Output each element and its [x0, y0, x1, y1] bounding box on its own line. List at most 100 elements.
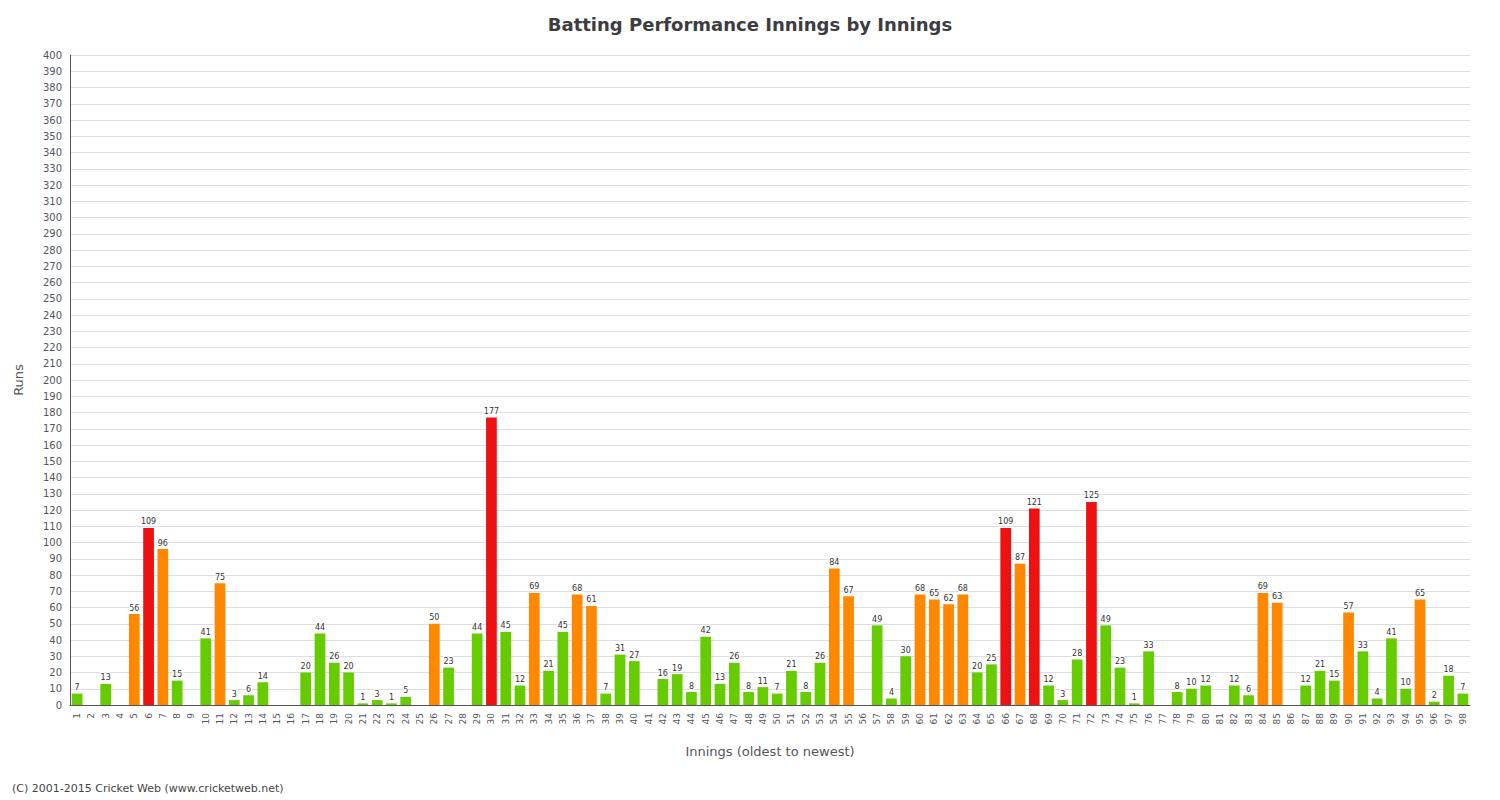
svg-text:125: 125	[1084, 491, 1099, 500]
svg-text:45: 45	[501, 621, 511, 630]
svg-text:7: 7	[603, 683, 608, 692]
svg-text:6: 6	[246, 685, 251, 694]
svg-text:110: 110	[43, 521, 62, 532]
svg-text:23: 23	[1115, 657, 1125, 666]
svg-text:83: 83	[1244, 713, 1254, 724]
svg-text:370: 370	[43, 98, 62, 109]
svg-text:13: 13	[101, 673, 111, 682]
svg-text:22: 22	[372, 713, 382, 724]
svg-text:58: 58	[886, 713, 896, 725]
svg-text:25: 25	[986, 654, 996, 663]
svg-text:2: 2	[1432, 691, 1437, 700]
svg-text:94: 94	[1401, 713, 1411, 725]
svg-text:240: 240	[43, 310, 62, 321]
svg-text:41: 41	[644, 713, 654, 724]
svg-text:4: 4	[115, 713, 125, 719]
svg-text:15: 15	[272, 713, 282, 724]
svg-text:120: 120	[43, 505, 62, 516]
svg-text:61: 61	[586, 595, 596, 604]
svg-text:28: 28	[458, 713, 468, 725]
svg-text:20: 20	[49, 667, 62, 678]
svg-text:109: 109	[998, 517, 1013, 526]
svg-text:2: 2	[86, 713, 96, 719]
svg-text:230: 230	[43, 326, 62, 337]
svg-text:15: 15	[1329, 670, 1339, 679]
svg-text:1: 1	[389, 693, 394, 702]
svg-text:32: 32	[515, 713, 525, 724]
svg-text:69: 69	[1044, 713, 1054, 725]
svg-text:57: 57	[1343, 602, 1353, 611]
svg-text:10: 10	[49, 683, 62, 694]
svg-text:74: 74	[1115, 713, 1125, 725]
svg-text:20: 20	[344, 713, 354, 725]
svg-text:12: 12	[1301, 675, 1311, 684]
svg-text:96: 96	[158, 539, 168, 548]
svg-text:87: 87	[1301, 713, 1311, 724]
svg-text:69: 69	[1258, 582, 1268, 591]
svg-text:33: 33	[529, 713, 539, 724]
svg-text:26: 26	[815, 652, 825, 661]
svg-text:51: 51	[786, 713, 796, 724]
svg-text:210: 210	[43, 358, 62, 369]
svg-text:84: 84	[829, 558, 839, 567]
svg-text:12: 12	[1229, 675, 1239, 684]
svg-text:45: 45	[558, 621, 568, 630]
svg-text:44: 44	[315, 623, 325, 632]
svg-text:15: 15	[172, 670, 182, 679]
svg-text:33: 33	[1358, 641, 1368, 650]
svg-text:45: 45	[701, 713, 711, 724]
svg-text:390: 390	[43, 66, 62, 77]
svg-text:19: 19	[329, 713, 339, 725]
svg-text:98: 98	[1458, 713, 1468, 725]
svg-text:12: 12	[229, 713, 239, 724]
svg-text:54: 54	[829, 713, 839, 725]
svg-text:4: 4	[889, 688, 894, 697]
svg-text:78: 78	[1172, 713, 1182, 725]
svg-text:18: 18	[1443, 665, 1453, 674]
svg-text:14: 14	[258, 672, 268, 681]
svg-text:Batting Performance Innings by: Batting Performance Innings by Innings	[548, 14, 952, 35]
svg-text:85: 85	[1272, 713, 1282, 724]
svg-text:220: 220	[43, 342, 62, 353]
svg-text:93: 93	[1386, 713, 1396, 724]
svg-text:7: 7	[1460, 683, 1465, 692]
svg-text:7: 7	[158, 713, 168, 719]
svg-text:5: 5	[403, 686, 408, 695]
svg-text:23: 23	[386, 713, 396, 724]
svg-text:11: 11	[215, 713, 225, 724]
svg-text:61: 61	[929, 713, 939, 724]
svg-text:320: 320	[43, 180, 62, 191]
svg-text:40: 40	[629, 713, 639, 725]
svg-text:38: 38	[601, 713, 611, 725]
svg-text:62: 62	[944, 713, 954, 724]
svg-text:30: 30	[901, 646, 911, 655]
svg-text:66: 66	[1001, 713, 1011, 725]
svg-text:80: 80	[49, 570, 62, 581]
svg-text:26: 26	[329, 652, 339, 661]
svg-text:3: 3	[232, 690, 237, 699]
svg-text:16: 16	[286, 713, 296, 725]
svg-text:67: 67	[1015, 713, 1025, 724]
svg-text:43: 43	[672, 713, 682, 724]
svg-text:20: 20	[343, 662, 353, 671]
svg-text:91: 91	[1358, 713, 1368, 724]
svg-text:7: 7	[775, 683, 780, 692]
svg-text:65: 65	[1415, 589, 1425, 598]
svg-text:8: 8	[746, 682, 751, 691]
svg-text:12: 12	[1201, 675, 1211, 684]
svg-text:140: 140	[43, 472, 62, 483]
svg-text:35: 35	[558, 713, 568, 724]
svg-text:250: 250	[43, 293, 62, 304]
svg-text:6: 6	[144, 713, 154, 719]
svg-text:180: 180	[43, 407, 62, 418]
svg-text:34: 34	[544, 713, 554, 725]
svg-text:87: 87	[1015, 553, 1025, 562]
svg-text:31: 31	[501, 713, 511, 724]
svg-text:14: 14	[258, 713, 268, 725]
svg-text:8: 8	[172, 713, 182, 719]
svg-text:82: 82	[1229, 713, 1239, 724]
svg-text:200: 200	[43, 375, 62, 386]
svg-text:290: 290	[43, 228, 62, 239]
svg-text:40: 40	[49, 635, 62, 646]
svg-text:53: 53	[815, 713, 825, 724]
